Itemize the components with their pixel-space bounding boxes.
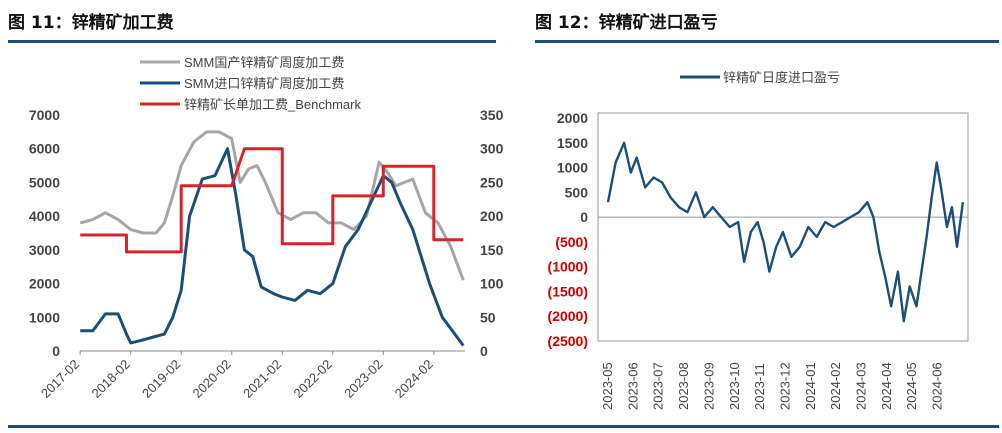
left-title-rule	[8, 40, 496, 43]
x-tick-label: 2023-08	[676, 362, 691, 410]
y-right-tick-label: 300	[480, 141, 504, 157]
series-line-1	[79, 130, 465, 281]
series-line-3	[80, 147, 464, 254]
bottom-rule	[8, 425, 999, 428]
y-left-tick-label: 3000	[29, 242, 60, 258]
x-tick-label: 2024-04	[879, 362, 894, 410]
y-tick-label: 1000	[557, 160, 588, 176]
y-left-tick-label: 6000	[29, 141, 60, 157]
x-tick-label: 2024-05	[904, 362, 919, 410]
x-tick-label: 2024-06	[930, 362, 945, 410]
x-tick-label: 2023-06	[625, 362, 640, 410]
y-left-tick-label: 4000	[29, 208, 60, 224]
x-tick-label: 2023-11	[752, 363, 767, 410]
y-left-tick-label: 1000	[29, 309, 60, 325]
y-right-tick-label: 150	[480, 242, 504, 258]
x-tick-label: 2023-09	[701, 362, 716, 410]
y-right-tick-label: 350	[480, 107, 504, 123]
x-tick-label: 2024-01	[803, 362, 818, 410]
y-tick-label: (500)	[555, 234, 588, 250]
y-tick-label: 0	[580, 209, 588, 225]
plot-frame	[597, 112, 969, 342]
y-right-tick-label: 50	[480, 309, 496, 325]
y-tick-label: (1500)	[548, 283, 588, 299]
x-tick-label: 2023-12	[777, 362, 792, 410]
y-left-tick-label: 5000	[29, 174, 60, 190]
series-line-import-pl	[606, 141, 965, 323]
x-tick-label: 2023-07	[651, 362, 666, 410]
legend-label-2: SMM进口锌精矿周度加工费	[184, 76, 344, 91]
y-right-tick-label: 0	[480, 343, 488, 359]
y-right-tick-label: 200	[480, 208, 504, 224]
y-tick-label: 500	[565, 184, 589, 200]
y-tick-label: (2000)	[548, 308, 588, 324]
y-left-tick-label: 7000	[29, 107, 60, 123]
x-tick-label: 2024-03	[854, 362, 869, 410]
y-right-tick-label: 250	[480, 174, 504, 190]
y-tick-label: (2500)	[548, 333, 588, 349]
y-tick-label: 1500	[557, 135, 588, 151]
legend-label-1: SMM国产锌精矿周度加工费	[184, 55, 344, 70]
x-tick-label: 2023-05	[600, 362, 615, 410]
left-figure-title: 图 11：锌精矿加工费	[8, 13, 174, 33]
y-left-tick-label: 2000	[29, 276, 60, 292]
right-title-rule	[535, 40, 999, 43]
series-line-2	[80, 147, 465, 347]
legend-label-3: 锌精矿长单加工费_Benchmark	[184, 97, 361, 112]
y-right-tick-label: 100	[480, 276, 504, 292]
x-tick-label: 2024-02	[828, 362, 843, 410]
right-figure-title: 图 12：锌精矿进口盈亏	[535, 13, 718, 33]
y-tick-label: 2000	[557, 110, 588, 126]
x-tick-label: 2023-10	[727, 362, 742, 410]
y-left-tick-label: 0	[52, 343, 60, 359]
legend-label: 锌精矿日度进口盈亏	[723, 70, 840, 85]
y-tick-label: (1000)	[548, 259, 588, 275]
